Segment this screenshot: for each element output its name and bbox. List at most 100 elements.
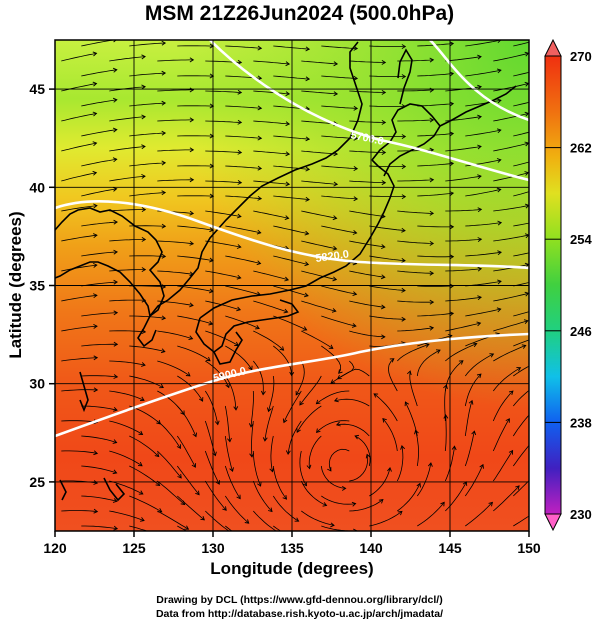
streamline bbox=[129, 255, 166, 257]
streamline bbox=[296, 405, 322, 433]
streamline bbox=[109, 299, 146, 302]
streamline-arrowhead bbox=[154, 452, 160, 458]
streamline-arrowhead bbox=[161, 40, 167, 46]
streamline bbox=[349, 499, 384, 512]
streamline bbox=[513, 282, 529, 287]
streamline bbox=[369, 135, 406, 137]
streamline-arrowhead bbox=[351, 323, 357, 328]
y-tick-label: 40 bbox=[29, 179, 45, 195]
streamline bbox=[492, 418, 510, 452]
streamline bbox=[334, 398, 370, 407]
streamline-arrowhead bbox=[497, 220, 503, 226]
x-axis-label: Longitude (degrees) bbox=[210, 559, 374, 578]
streamline-arrowhead bbox=[200, 515, 205, 521]
streamline bbox=[253, 120, 290, 125]
streamline bbox=[177, 525, 188, 531]
x-tick-label: 150 bbox=[517, 540, 541, 556]
streamline-arrowhead bbox=[477, 237, 483, 242]
streamline-arrowhead bbox=[304, 261, 310, 267]
streamline bbox=[268, 375, 275, 412]
streamline-arrowhead bbox=[237, 89, 243, 95]
streamline bbox=[205, 330, 239, 346]
streamline bbox=[273, 285, 309, 297]
streamline-arrowhead bbox=[429, 117, 435, 123]
streamline bbox=[321, 285, 357, 295]
streamline-arrowhead bbox=[449, 101, 455, 107]
streamline-arrowhead bbox=[472, 342, 478, 348]
streamline bbox=[109, 390, 145, 401]
streamline bbox=[444, 385, 447, 422]
streamline bbox=[252, 360, 264, 395]
streamline-arrowhead bbox=[333, 91, 339, 97]
contour-5700 bbox=[209, 40, 529, 182]
streamline-arrowhead bbox=[155, 481, 161, 486]
streamline-arrowhead bbox=[477, 266, 483, 272]
streamline bbox=[465, 502, 493, 527]
streamline bbox=[349, 270, 385, 278]
streamline bbox=[81, 99, 117, 107]
y-axis: 25 30 35 40 45 bbox=[29, 81, 55, 490]
streamline bbox=[253, 90, 290, 95]
streamline bbox=[225, 45, 262, 49]
streamline-arrowhead bbox=[378, 499, 384, 504]
x-tick-label: 120 bbox=[43, 540, 67, 556]
streamline bbox=[273, 255, 309, 265]
streamline bbox=[129, 375, 164, 388]
streamline bbox=[397, 300, 434, 303]
streamline-arrowhead bbox=[304, 230, 310, 236]
streamline-arrowhead bbox=[285, 61, 291, 67]
streamline-arrowhead bbox=[496, 68, 502, 74]
streamline bbox=[295, 360, 305, 396]
streamline bbox=[493, 113, 529, 122]
streamline-arrowhead bbox=[401, 74, 407, 79]
contour-lines bbox=[55, 40, 529, 438]
streamline bbox=[61, 420, 98, 423]
streamline-arrowhead bbox=[429, 210, 435, 216]
streamline-arrowhead bbox=[113, 341, 119, 347]
streamline-arrowhead bbox=[435, 349, 441, 354]
streamline bbox=[465, 129, 501, 137]
streamline bbox=[415, 430, 419, 467]
streamline-arrowhead bbox=[471, 430, 477, 436]
coastlines bbox=[55, 41, 517, 502]
streamline bbox=[397, 210, 434, 214]
streamline-arrowhead bbox=[449, 311, 455, 317]
streamline bbox=[81, 465, 117, 474]
streamline bbox=[397, 59, 434, 62]
streamline bbox=[417, 73, 454, 77]
y-tick-label: 35 bbox=[29, 278, 45, 294]
streamline-arrowhead bbox=[333, 61, 339, 67]
streamline-arrowhead bbox=[477, 54, 482, 60]
streamline bbox=[369, 225, 406, 231]
streamline-arrowhead bbox=[92, 51, 98, 57]
streamline bbox=[445, 146, 482, 152]
streamline bbox=[321, 315, 356, 327]
streamline bbox=[445, 56, 482, 62]
streamline bbox=[204, 480, 227, 511]
streamline-arrowhead bbox=[429, 177, 435, 183]
streamline-arrowhead bbox=[266, 407, 272, 413]
streamline bbox=[492, 450, 513, 482]
streamline-arrowhead bbox=[351, 501, 357, 507]
streamline bbox=[177, 225, 214, 231]
streamline bbox=[512, 389, 529, 407]
streamline bbox=[109, 86, 146, 92]
streamline bbox=[253, 330, 284, 351]
streamline-arrowhead bbox=[429, 299, 435, 305]
streamline-arrowhead bbox=[161, 190, 167, 196]
streamline-arrowhead bbox=[449, 161, 455, 167]
streamline-arrowhead bbox=[257, 105, 263, 111]
streamline bbox=[61, 264, 97, 272]
streamline-arrowhead bbox=[161, 70, 167, 76]
streamline bbox=[493, 142, 529, 152]
streamline bbox=[129, 315, 166, 319]
streamline-arrowhead bbox=[93, 293, 98, 299]
streamline-arrowhead bbox=[477, 295, 482, 301]
streamline-arrowhead bbox=[251, 543, 255, 547]
streamline bbox=[349, 180, 386, 184]
streamline bbox=[493, 83, 529, 92]
streamline-arrowhead bbox=[92, 111, 98, 117]
streamline bbox=[253, 60, 290, 65]
streamline-arrowhead bbox=[161, 315, 167, 321]
streamline bbox=[109, 116, 146, 122]
